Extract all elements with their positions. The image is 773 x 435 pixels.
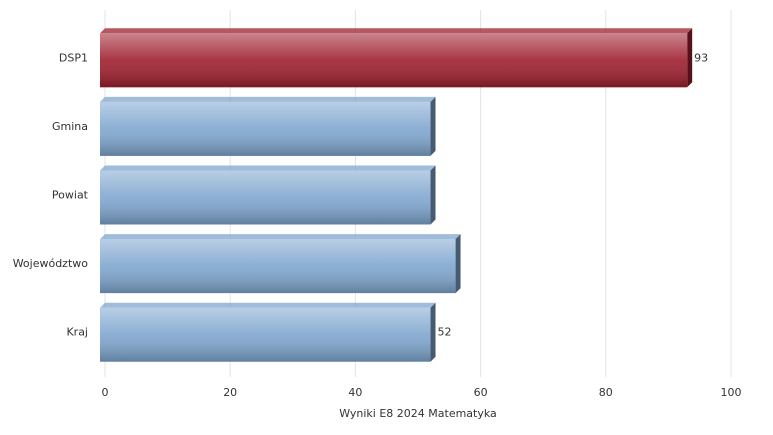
bar-part xyxy=(430,165,436,225)
bar-part xyxy=(687,28,693,88)
x-tick-label: 20 xyxy=(223,386,237,399)
bar xyxy=(100,28,693,88)
y-tick-label: Województwo xyxy=(13,257,89,270)
bar-part xyxy=(100,234,461,240)
x-tick-label: 100 xyxy=(721,386,742,399)
bar xyxy=(100,302,436,362)
bar xyxy=(100,96,436,156)
bar-part xyxy=(100,307,431,362)
bar-part xyxy=(100,33,688,88)
x-axis-title: Wyniki E8 2024 Matematyka xyxy=(339,407,497,420)
x-tick-label: 40 xyxy=(348,386,362,399)
bar-part xyxy=(100,170,431,225)
bar-part xyxy=(430,96,436,156)
bar-part xyxy=(100,165,436,171)
bar-part xyxy=(455,234,461,294)
data-label: 93 xyxy=(694,51,708,64)
bar xyxy=(100,234,461,294)
y-tick-label: Gmina xyxy=(52,120,88,133)
y-tick-label: DSP1 xyxy=(59,51,88,64)
bar xyxy=(100,165,436,225)
bar-part xyxy=(100,239,456,294)
y-tick-label: Powiat xyxy=(52,189,89,202)
bar-part xyxy=(430,302,436,362)
bar-part xyxy=(100,96,436,102)
x-tick-label: 80 xyxy=(599,386,613,399)
bar-part xyxy=(100,302,436,308)
x-tick-label: 0 xyxy=(102,386,109,399)
bar-part xyxy=(100,101,431,156)
data-label: 52 xyxy=(438,326,452,339)
x-tick-label: 60 xyxy=(474,386,488,399)
bar-part xyxy=(100,28,693,34)
y-tick-label: Kraj xyxy=(66,326,88,339)
